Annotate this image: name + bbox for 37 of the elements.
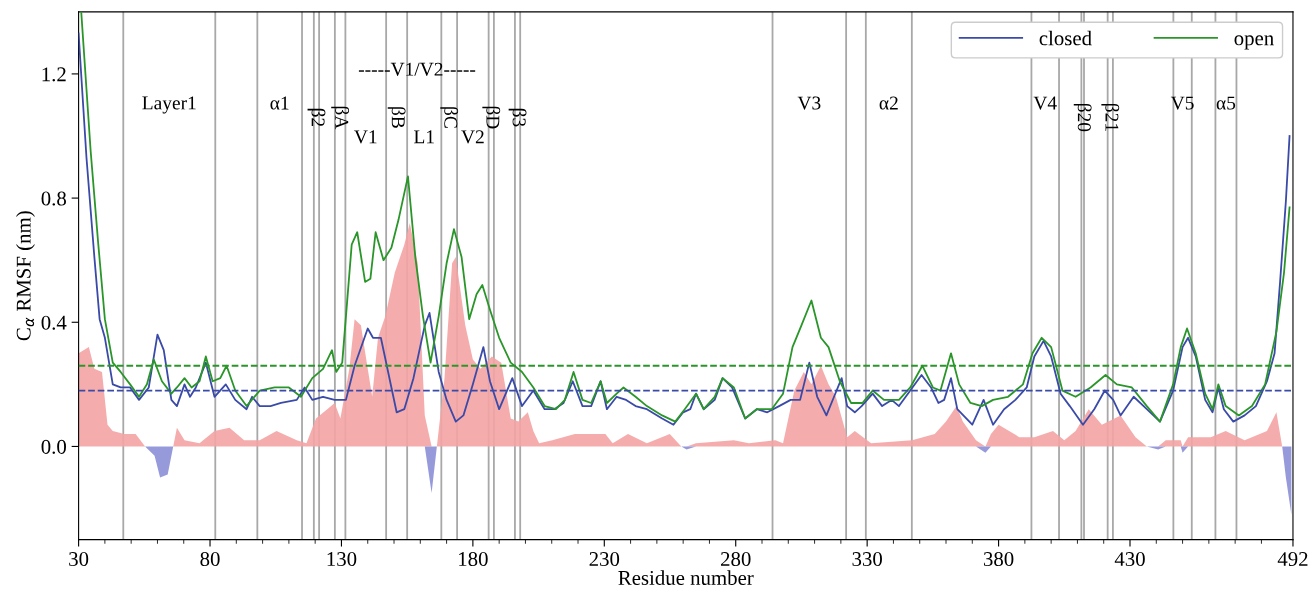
annotation: β21 bbox=[1101, 103, 1120, 131]
x-tick-label: 280 bbox=[721, 551, 751, 567]
x-tick-label: 30 bbox=[69, 551, 89, 567]
annotation: βA bbox=[331, 106, 350, 130]
annotation: V1 bbox=[354, 130, 377, 144]
y-tick-label: 0.0 bbox=[41, 439, 66, 454]
x-tick-label: 330 bbox=[852, 551, 882, 567]
x-tick-label: 230 bbox=[589, 551, 620, 567]
annotation: β20 bbox=[1073, 103, 1092, 132]
annotation: -----V1/V2----- bbox=[358, 62, 476, 76]
x-tick-label: 80 bbox=[200, 551, 220, 567]
y-tick-label: 1.2 bbox=[42, 67, 66, 82]
annotation: Layer1 bbox=[142, 96, 196, 114]
x-tick-label: 492 bbox=[1277, 552, 1308, 567]
annotation: βD bbox=[482, 106, 501, 129]
annotation: α2 bbox=[879, 96, 898, 110]
legend-label: closed bbox=[1039, 30, 1092, 46]
legend-label: open bbox=[1234, 35, 1274, 50]
annotation: βC bbox=[440, 107, 459, 128]
annotation: α5 bbox=[1216, 96, 1236, 110]
annotation: L1 bbox=[414, 130, 434, 144]
x-axis-title: Residue number bbox=[618, 570, 754, 585]
annotation: β2 bbox=[307, 108, 326, 127]
x-tick-label: 380 bbox=[983, 551, 1014, 567]
x-tick-label: 430 bbox=[1114, 551, 1145, 567]
annotation: V4 bbox=[1033, 96, 1057, 110]
y-tick-label: 0.4 bbox=[41, 315, 67, 330]
annotation: β3 bbox=[508, 108, 527, 127]
y-axis-title: C$_{α}$ RMSF (nm) bbox=[16, 211, 35, 341]
y-tick-label: 0.8 bbox=[41, 191, 66, 206]
annotation: βB bbox=[387, 107, 406, 128]
annotation: V3 bbox=[797, 96, 821, 110]
annotation: V2 bbox=[461, 130, 484, 144]
annotation: α1 bbox=[270, 96, 289, 110]
x-tick-label: 180 bbox=[459, 551, 488, 567]
x-tick-label: 130 bbox=[327, 551, 357, 567]
annotation: V5 bbox=[1170, 96, 1194, 110]
